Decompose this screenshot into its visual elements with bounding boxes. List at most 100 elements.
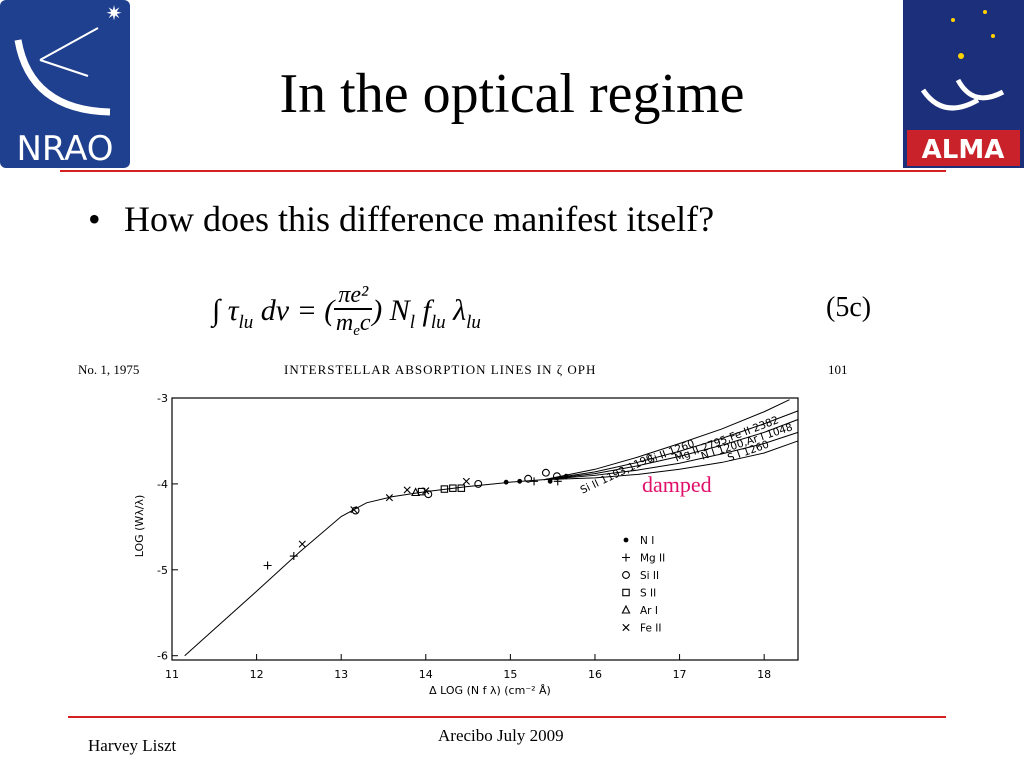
nrao-logo: ✷ NRAO (0, 0, 130, 169)
eq-part: f (414, 293, 431, 327)
eq-part: ) N (372, 293, 410, 327)
y-tick-label: -5 (157, 564, 168, 577)
point (422, 487, 430, 495)
eq-sub: lu (238, 311, 254, 333)
footer-author: Harvey Liszt (88, 736, 177, 755)
point (411, 487, 421, 497)
footer-event: Arecibo July 2009 (438, 726, 564, 745)
eq-part: dv = ( (253, 293, 335, 327)
point (524, 474, 533, 483)
equation: ∫ τlu dv = (πe² mec) Nl flu λlu (212, 282, 481, 344)
curve (544, 431, 799, 481)
bullet-text: How does this difference manifest itself… (124, 199, 715, 239)
legend-label: N I (640, 535, 654, 547)
logo-band (907, 130, 1020, 166)
legend-label: Fe II (640, 623, 661, 635)
x-tick-label: 14 (419, 668, 433, 681)
title-rule (60, 170, 946, 172)
point (440, 485, 449, 493)
x-tick-label: 18 (757, 668, 771, 681)
x-tick-label: 13 (334, 668, 348, 681)
point (462, 477, 470, 485)
eq-denominator: mec (335, 310, 371, 339)
point (424, 490, 433, 499)
bullet: • How does this difference manifest itsel… (88, 198, 714, 240)
eq-part: ∫ τ (212, 293, 239, 327)
point (449, 484, 457, 492)
eq-sub: lu (466, 311, 481, 333)
curve (544, 410, 799, 481)
y-tick-label: -3 (157, 392, 168, 405)
running-head-center: INTERSTELLAR ABSORPTION LINES IN ζ OPH (284, 362, 596, 377)
footer-rule (68, 716, 946, 718)
legend-marker (621, 604, 631, 614)
legend-marker (623, 537, 629, 543)
x-tick-label: 15 (503, 668, 517, 681)
x-tick-label: 17 (673, 668, 687, 681)
legend-marker (622, 571, 630, 579)
equation-number: (5c) (826, 292, 872, 323)
point (474, 479, 483, 488)
figure: No. 1, 1975 INTERSTELLAR ABSORPTION LINE… (78, 362, 848, 697)
eq-sub: e (353, 323, 360, 339)
legend-marker (622, 623, 630, 632)
logo-dish (14, 39, 111, 116)
logo-text: NRAO (16, 129, 113, 169)
eq-fraction: πe² mec (334, 282, 373, 344)
eq-sub: l (409, 311, 415, 333)
running-head-right: 101 (828, 362, 848, 377)
logo-background (0, 0, 130, 168)
point (289, 552, 298, 561)
y-axis-label: LOG (Wλ/λ) (133, 495, 146, 558)
curve (544, 399, 790, 481)
point (517, 478, 523, 484)
legend-label: Mg II (640, 553, 665, 565)
legend-label: S II (640, 588, 656, 600)
point (541, 468, 550, 477)
logo-star (951, 18, 955, 22)
point (298, 540, 306, 548)
point (553, 477, 562, 486)
point (403, 486, 411, 494)
x-tick-label: 11 (165, 668, 179, 681)
logo-star (991, 34, 995, 38)
curve (544, 440, 799, 481)
point (552, 472, 561, 481)
point (503, 479, 509, 485)
legend-label: Si II (640, 570, 659, 582)
point (351, 506, 360, 515)
annotation: damped (642, 472, 712, 497)
logo-struts (39, 27, 99, 77)
running-head-left: No. 1, 1975 (78, 362, 139, 377)
legend-label: Ar I (640, 605, 658, 617)
y-tick-label: -4 (157, 478, 168, 491)
logo-text: ALMA (922, 135, 1005, 165)
eq-numerator: πe² (334, 282, 373, 310)
logo-star: ✷ (106, 1, 123, 25)
bullet-dot: • (88, 199, 101, 239)
curve (544, 419, 799, 481)
y-tick-label: -6 (157, 650, 168, 663)
eq-part: m (335, 310, 354, 336)
logo-star (983, 10, 987, 14)
point (530, 477, 539, 486)
x-axis-label: Δ LOG (N f λ) (cm⁻² Å) (429, 684, 551, 697)
logo-dishes (920, 78, 1005, 111)
point (547, 478, 553, 484)
legend-marker (622, 588, 630, 597)
plot-frame (171, 397, 799, 661)
point (263, 561, 272, 570)
point (457, 484, 466, 492)
point (350, 506, 358, 514)
eq-part: c (359, 310, 371, 336)
legend-marker (622, 553, 630, 562)
slide-title: In the optical regime (279, 63, 745, 125)
logo-star (958, 53, 964, 59)
alma-logo: ALMA (903, 0, 1024, 168)
x-tick-label: 16 (588, 668, 602, 681)
point (385, 494, 393, 502)
point (563, 473, 569, 479)
eq-sub: lu (430, 311, 446, 333)
x-tick-label: 12 (250, 668, 264, 681)
